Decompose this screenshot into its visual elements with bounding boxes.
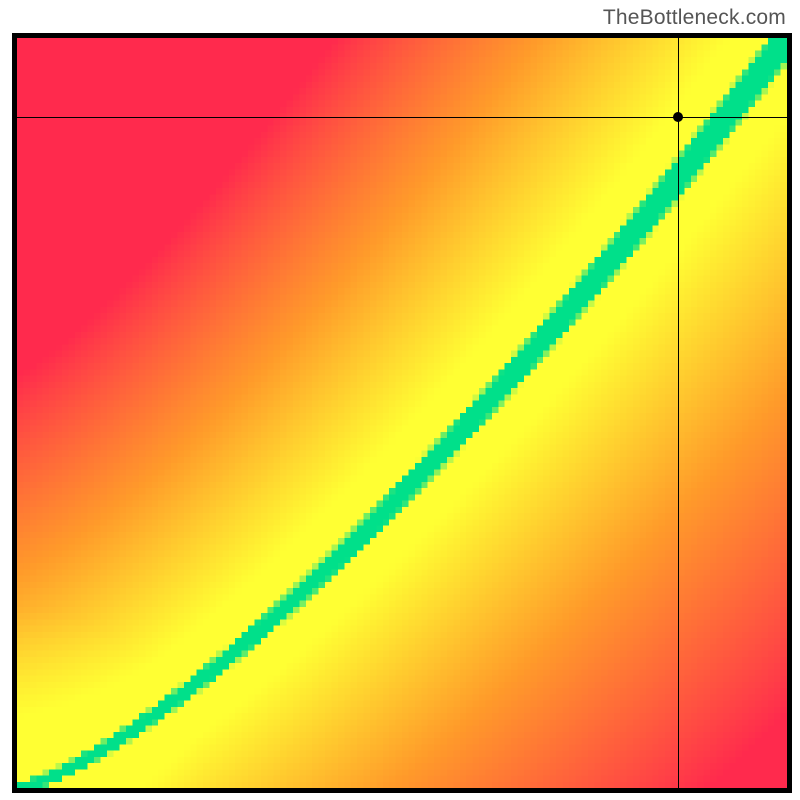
crosshair-marker-dot xyxy=(673,112,683,122)
bottleneck-heatmap xyxy=(17,38,787,788)
crosshair-horizontal-line xyxy=(17,117,787,118)
crosshair-vertical-line xyxy=(678,38,679,788)
watermark-text: TheBottleneck.com xyxy=(603,6,786,30)
heatmap-frame xyxy=(12,33,792,793)
